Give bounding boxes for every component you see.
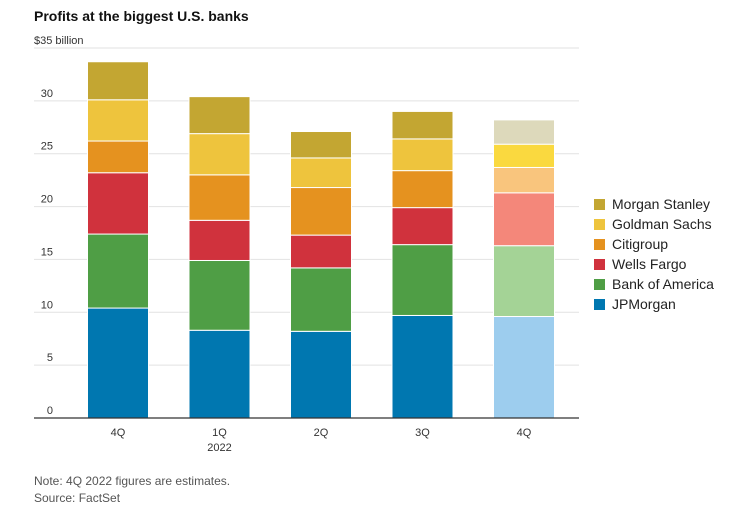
x-tick-label: 4Q — [517, 427, 532, 439]
x-tick-label: 1Q — [212, 427, 227, 439]
y-tick-label: 10 — [41, 299, 53, 311]
y-tick-label: 5 — [47, 352, 53, 364]
bar-segment-wells-fargo — [493, 192, 555, 247]
y-tick-label: $35 billion — [34, 35, 84, 47]
legend-label: Citigroup — [612, 236, 669, 252]
bar-segment-citigroup — [391, 170, 454, 209]
x-tick-labels: 4Q 1Q 2022 2Q 3Q 4Q — [111, 427, 532, 454]
x-tick-label: 4Q — [111, 427, 126, 439]
legend-label: Goldman Sachs — [612, 216, 712, 232]
bar-segment-citigroup — [493, 166, 555, 194]
legend-swatch — [594, 238, 605, 250]
bar-segment-wells-fargo — [391, 207, 454, 246]
legend-item: JPMorgan — [594, 294, 714, 314]
legend-item: Citigroup — [594, 234, 714, 254]
bar-segment-jpmorgan — [188, 329, 251, 419]
y-tick-label: 20 — [41, 194, 53, 206]
bar-segment-goldman-sachs — [391, 138, 454, 172]
legend-label: Morgan Stanley — [612, 196, 711, 212]
y-tick-label: 25 — [41, 141, 53, 153]
bar-segment-goldman-sachs — [87, 99, 149, 142]
legend-swatch — [594, 218, 605, 230]
x-tick-label: 3Q — [415, 427, 430, 439]
bar-segment-bank-of-america — [493, 245, 555, 318]
bar-segment-wells-fargo — [87, 172, 149, 235]
legend-swatch — [594, 298, 605, 310]
bar-segment-goldman-sachs — [290, 157, 352, 189]
y-tick-labels: 0 5 10 15 20 25 30 $35 billion — [34, 35, 84, 417]
legend-item: Morgan Stanley — [594, 194, 714, 214]
bar-segment-morgan-stanley — [290, 131, 352, 159]
bar-segment-citigroup — [188, 174, 251, 221]
bar-segment-morgan-stanley — [391, 110, 454, 140]
bar-segment-wells-fargo — [290, 234, 352, 269]
bar-segment-morgan-stanley — [87, 61, 149, 101]
x-tick-sublabel: 2022 — [207, 442, 231, 454]
legend: Morgan Stanley Goldman Sachs Citigroup Well… — [594, 194, 714, 314]
note-text: Note: 4Q 2022 figures are estimates. — [34, 474, 231, 488]
bar-segment-morgan-stanley — [188, 96, 251, 135]
legend-swatch — [594, 198, 605, 210]
legend-label: JPMorgan — [612, 296, 676, 312]
bar-segment-citigroup — [87, 140, 149, 174]
legend-item: Bank of America — [594, 274, 714, 294]
bar-segment-bank-of-america — [290, 267, 352, 332]
bar-segment-morgan-stanley — [493, 119, 555, 145]
bar-segment-jpmorgan — [493, 316, 555, 419]
source-text: Source: FactSet — [34, 491, 121, 505]
bars — [87, 61, 555, 419]
y-tick-label: 30 — [41, 88, 53, 100]
legend-item: Goldman Sachs — [594, 214, 714, 234]
bar-segment-jpmorgan — [391, 314, 454, 419]
legend-swatch — [594, 258, 605, 270]
chart-title: Profits at the biggest U.S. banks — [34, 8, 249, 24]
bar-segment-citigroup — [290, 187, 352, 236]
legend-label: Wells Fargo — [612, 256, 687, 272]
bar-segment-goldman-sachs — [493, 143, 555, 168]
legend-swatch — [594, 278, 605, 290]
x-tick-label: 2Q — [314, 427, 329, 439]
bar-segment-wells-fargo — [188, 219, 251, 261]
bar-segment-bank-of-america — [188, 259, 251, 331]
bar-segment-jpmorgan — [87, 307, 149, 419]
bar-segment-bank-of-america — [87, 233, 149, 309]
bar-segment-jpmorgan — [290, 330, 352, 419]
bar-segment-goldman-sachs — [188, 133, 251, 176]
y-tick-label: 0 — [47, 405, 53, 417]
footnote: Note: 4Q 2022 figures are estimates. Sou… — [34, 473, 230, 507]
legend-label: Bank of America — [612, 276, 714, 292]
y-tick-label: 15 — [41, 246, 53, 258]
legend-item: Wells Fargo — [594, 254, 714, 274]
bar-segment-bank-of-america — [391, 244, 454, 316]
